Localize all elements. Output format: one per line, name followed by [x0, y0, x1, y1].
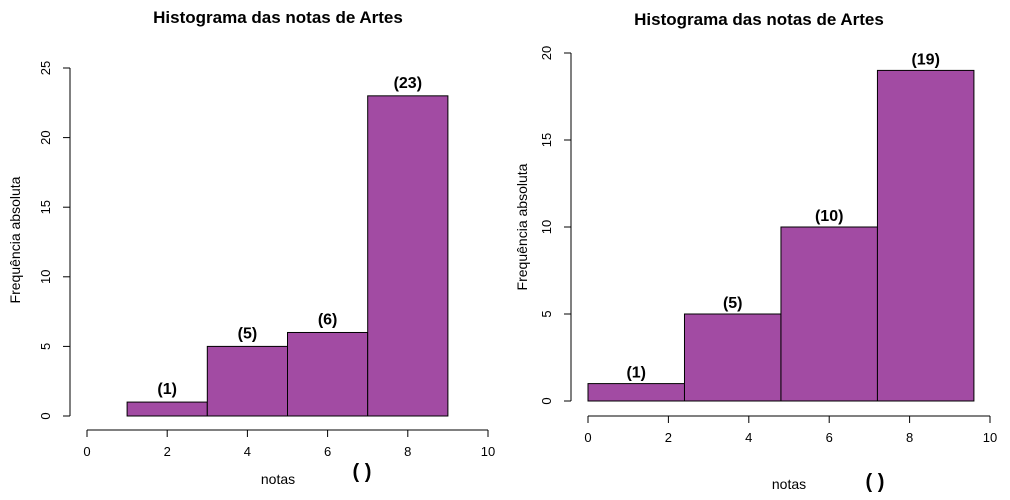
x-tick-label: 2 — [665, 430, 672, 445]
bar-count-label: (1) — [157, 381, 177, 398]
bar-count-label: (5) — [238, 325, 258, 342]
bar-count-label: (6) — [318, 311, 338, 328]
bar-count-label: (5) — [723, 295, 743, 312]
y-tick-label: 20 — [539, 46, 554, 60]
x-tick-label: 0 — [584, 430, 591, 445]
y-tick-label: 5 — [38, 343, 53, 350]
x-tick-label: 2 — [164, 444, 171, 459]
x-tick-label: 4 — [745, 430, 752, 445]
y-tick-label: 25 — [38, 61, 53, 75]
y-tick-label: 0 — [38, 412, 53, 419]
histogram-left: Histograma das notas de Artes Frequência… — [7, 8, 495, 487]
y-tick-label: 0 — [539, 397, 554, 404]
histogram-right: Histograma das notas de Artes Frequência… — [505, 0, 1010, 500]
histogram-bar — [876, 69, 975, 402]
x-tick-label: 6 — [324, 444, 331, 459]
x-tick-label: 8 — [404, 444, 411, 459]
x-tick-label: 10 — [983, 430, 997, 445]
bar-count-label: (23) — [394, 75, 422, 92]
histogram-bar — [206, 345, 288, 417]
histogram-bar — [126, 401, 208, 417]
x-axis-label: notas — [261, 471, 295, 487]
y-tick-label: 10 — [539, 220, 554, 234]
histogram-bar — [367, 95, 449, 417]
histogram-bar — [587, 383, 685, 402]
bars-group: (1) (5) (10) (19) 0 2 4 6 8 10 0 5 10 15 20 — [539, 46, 997, 445]
y-tick-label: 5 — [539, 310, 554, 317]
histogram-bar — [780, 226, 878, 402]
x-tick-label: 0 — [83, 444, 90, 459]
histogram-bar — [287, 331, 369, 417]
blank-annotation: ( ) — [866, 471, 885, 493]
x-tick-label: 10 — [481, 444, 495, 459]
y-axis-label: Frequência absoluta — [7, 176, 23, 303]
x-tick-label: 8 — [906, 430, 913, 445]
x-axis-label: notas — [772, 476, 806, 492]
y-axis-label: Frequência absoluta — [514, 163, 530, 290]
chart-title: Histograma das notas de Artes — [634, 10, 884, 29]
y-tick-label: 15 — [38, 200, 53, 214]
histogram-left-svg: Histograma das notas de Artes Frequência… — [7, 8, 495, 487]
bar-count-label: (1) — [626, 365, 646, 382]
y-tick-label: 10 — [38, 270, 53, 284]
x-tick-label: 4 — [244, 444, 251, 459]
blank-annotation: ( ) — [353, 461, 372, 483]
x-tick-label: 6 — [826, 430, 833, 445]
y-tick-label: 20 — [38, 130, 53, 144]
bar-count-label: (19) — [911, 51, 939, 68]
chart-title: Histograma das notas de Artes — [153, 8, 403, 27]
bar-count-label: (10) — [815, 208, 843, 225]
bars-group: (1) (5) (6) (23) 0 2 4 6 8 10 0 5 10 15 20 25 — [38, 61, 495, 459]
histogram-bar — [683, 313, 782, 402]
histogram-right-svg: Histograma das notas de Artes Frequência… — [514, 10, 997, 493]
y-tick-label: 15 — [539, 133, 554, 147]
